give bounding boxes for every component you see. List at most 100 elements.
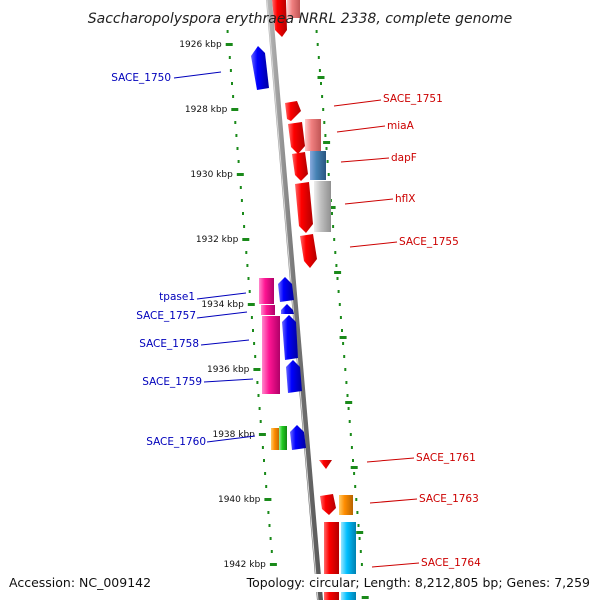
major-tick-right [350, 466, 358, 469]
ruler-dot-right [324, 134, 327, 137]
ruler-dot-left [254, 355, 257, 358]
leader-miaA [336, 125, 386, 133]
gene-sace-1763-red[interactable] [320, 494, 336, 515]
gene-dapF[interactable] [310, 151, 326, 180]
ruler-dot-right [315, 30, 318, 33]
gene-sace-1761[interactable] [319, 460, 332, 469]
ruler-dot-left [264, 472, 267, 475]
major-tick-left [247, 303, 255, 306]
label-sace-1755[interactable]: SACE_1755 [399, 236, 459, 248]
ruler-dot-left [229, 69, 232, 72]
ruler-dot-right [342, 342, 345, 345]
label-sace-1758[interactable]: SACE_1758 [139, 338, 199, 350]
gene-sace-1758[interactable] [262, 316, 280, 394]
ruler-dot-right [327, 173, 330, 176]
ruler-dot-right [317, 56, 320, 59]
ruler-dot-right [337, 290, 340, 293]
label-sace-1760[interactable]: SACE_1760 [146, 436, 206, 448]
ruler-dot-left [237, 160, 240, 163]
ruler-dot-right [341, 329, 343, 332]
ruler-dot-right [321, 95, 324, 98]
gene-sace-1760-orange[interactable] [271, 428, 280, 450]
ruler-dot-right [335, 264, 338, 267]
ruler-dot-left [242, 212, 244, 215]
gene-sace-1760-green[interactable] [279, 426, 287, 450]
gene-miaA-red[interactable] [288, 122, 305, 154]
major-tick-right [339, 336, 347, 339]
label-miaA[interactable]: miaA [387, 120, 415, 132]
ruler-dot-right [346, 394, 349, 397]
ruler-dot-left [226, 30, 229, 33]
gene-blue-1[interactable] [278, 277, 294, 302]
gene-dapF-red[interactable] [292, 152, 308, 181]
gene-sace-1750[interactable] [251, 46, 269, 90]
label-sace-1761[interactable]: SACE_1761 [416, 452, 476, 464]
ruler-dot-right [352, 459, 354, 462]
leader-sace-1757 [196, 311, 248, 319]
label-tpase1[interactable]: tpase1 [159, 291, 195, 303]
ruler-dot-right [336, 277, 339, 280]
label-hflX[interactable]: hflX [395, 193, 415, 205]
ruler-dot-left [270, 550, 273, 553]
gene-hflX[interactable] [314, 181, 331, 232]
topology-text: Topology: circular; Length: 8,212,805 bp… [246, 575, 590, 590]
leader-lines [173, 71, 420, 568]
ruler-dot-right [359, 550, 362, 553]
major-tick-left [264, 498, 272, 501]
ruler-dot-left [248, 290, 251, 293]
ruler-dot-right [322, 108, 325, 111]
label-sace-1751[interactable]: SACE_1751 [383, 93, 443, 105]
map-title: Saccharopolyspora erythraea NRRL 2338, c… [88, 11, 513, 27]
major-tick-left [242, 238, 250, 241]
ruler-dot-left [267, 511, 270, 514]
ruler-dot-left [259, 420, 262, 423]
gene-blue-2[interactable] [281, 304, 294, 314]
gene-sace-1751[interactable] [285, 101, 301, 121]
ruler-dot-left [234, 121, 237, 124]
tick-label: 1936 kbp [207, 365, 250, 375]
gene-blue-3[interactable] [282, 315, 298, 360]
tick-label: 1928 kbp [185, 105, 228, 115]
right-labels: SACE_1751 miaA dapF hflX SACE_1755 SACE_… [383, 93, 481, 569]
ruler-dot-left [239, 186, 242, 189]
ruler-dot-left [258, 407, 261, 410]
tick-label: 1934 kbp [201, 300, 244, 310]
ruler-dot-left [247, 277, 250, 280]
ruler-dot-right [344, 368, 347, 371]
gene-top-pink[interactable] [287, 0, 300, 18]
major-tick-left [269, 563, 277, 566]
tick-label: 1938 kbp [212, 430, 255, 440]
ruler-dot-left [245, 251, 248, 254]
ruler-dot-right [334, 251, 337, 254]
gene-sace-1760[interactable] [290, 425, 306, 450]
ruler-dot-right [323, 121, 326, 124]
gene-hflX-red[interactable] [295, 182, 313, 233]
tick-label: 1930 kbp [190, 170, 233, 180]
gene-sace-1763[interactable] [339, 495, 353, 515]
leader-sace-1755 [349, 241, 398, 248]
gene-sace-1757[interactable] [261, 305, 275, 315]
label-sace-1757[interactable]: SACE_1757 [136, 310, 196, 322]
leader-sace-1761 [366, 457, 415, 463]
label-dapF[interactable]: dapF [391, 152, 417, 164]
gene-tpase1[interactable] [259, 278, 274, 304]
ruler-dot-left [236, 147, 239, 150]
leader-sace-1758 [200, 339, 250, 346]
footer-background [260, 574, 594, 592]
leader-dapF [340, 157, 390, 163]
label-sace-1764[interactable]: SACE_1764 [421, 557, 481, 569]
tick-label: 1942 kbp [223, 560, 266, 570]
label-sace-1759[interactable]: SACE_1759 [142, 376, 202, 388]
ruler-dot-right [325, 147, 328, 150]
gene-miaA[interactable] [305, 119, 321, 151]
gene-sace-1755[interactable] [300, 234, 317, 268]
major-tick-left [253, 368, 261, 371]
ruler-dot-right [350, 446, 353, 449]
ruler-dot-right [333, 238, 336, 241]
gene-top-red[interactable] [272, 0, 287, 37]
major-tick-right [356, 531, 364, 534]
label-sace-1763[interactable]: SACE_1763 [419, 493, 479, 505]
gene-sace-1759[interactable] [286, 360, 302, 393]
leader-sace-1750 [173, 71, 222, 79]
label-sace-1750[interactable]: SACE_1750 [111, 72, 171, 84]
